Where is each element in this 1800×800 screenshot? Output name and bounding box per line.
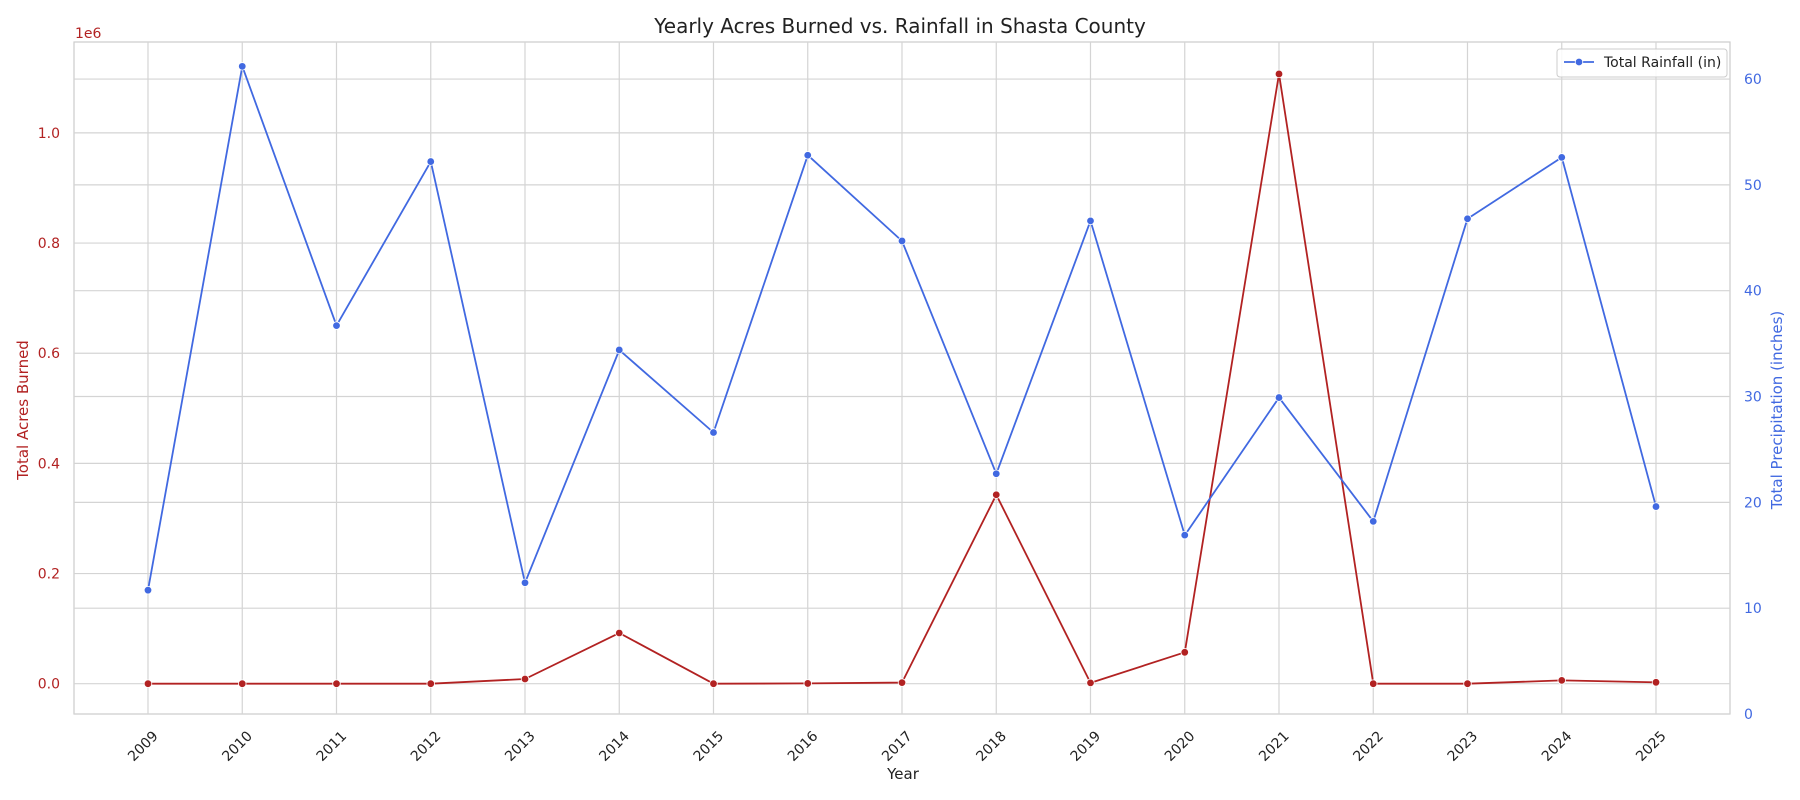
left-y-tick-label: 0.2 [38, 567, 60, 583]
legend-label: Total Rainfall (in) [1603, 55, 1721, 71]
rainfall-point [1463, 214, 1472, 223]
acres-burned-point [1086, 678, 1095, 688]
x-tick-label: 2024 [1539, 728, 1576, 765]
x-tick-label: 2018 [973, 728, 1010, 765]
acres-burned-point [709, 679, 718, 688]
left-y-tick-labels: 0.0 0.2 0.4 0.6 0.8 1.0 [38, 126, 60, 693]
x-axis-label: Year [886, 765, 920, 783]
rainfall-point [1180, 530, 1189, 540]
acres-burned-point [615, 628, 624, 638]
acres-burned-point [992, 490, 1001, 499]
rainfall-point [332, 321, 341, 330]
x-tick-label: 2017 [879, 728, 916, 765]
x-tick-label: 2023 [1445, 728, 1482, 765]
right-y-tick-label: 0 [1744, 707, 1753, 723]
rainfall-point [143, 585, 153, 595]
right-y-tick-label: 40 [1744, 284, 1762, 300]
left-y-tick-label: 0.6 [38, 346, 60, 362]
x-tick-label: 2011 [314, 728, 351, 765]
right-y-tick-label: 20 [1744, 495, 1762, 511]
right-y-tick-label: 10 [1744, 601, 1762, 617]
x-gridlines [147, 42, 1657, 714]
acres-burned-point [143, 679, 153, 688]
right-y-tick-labels: 0 10 20 30 40 50 60 [1744, 72, 1762, 723]
rainfall-point [1651, 502, 1661, 511]
legend-box [1556, 48, 1728, 78]
left-y-tick-label: 0.4 [38, 456, 60, 472]
rainfall-point [897, 236, 907, 246]
x-tick-labels: 2009 2010 2011 2012 2013 2014 2015 2016 2017 2018… [125, 728, 1670, 765]
right-y-gridlines [74, 78, 1730, 715]
x-tick-label: 2019 [1068, 728, 1105, 765]
rainfall-point [1274, 393, 1284, 402]
acres-burned-point [897, 678, 907, 687]
rainfall-point [238, 62, 247, 71]
acres-burned-point [332, 679, 341, 688]
acres-burned-point [238, 679, 247, 688]
legend-marker-swatch [1574, 57, 1584, 67]
x-tick-label: 2016 [785, 728, 822, 765]
x-tick-label: 2025 [1633, 728, 1670, 765]
acres-burned-point [1463, 679, 1472, 688]
acres-burned-point [426, 679, 435, 688]
rainfall-point [1557, 153, 1566, 162]
rainfall-point [709, 428, 718, 437]
x-tick-label: 2013 [502, 728, 539, 765]
x-tick-label: 2020 [1162, 728, 1199, 765]
x-tick-label: 2014 [596, 728, 633, 765]
left-axis-offset-label: 1e6 [75, 26, 102, 42]
right-y-tick-label: 30 [1744, 390, 1762, 406]
rainfall-point [520, 578, 530, 587]
acres-burned-point [1557, 676, 1566, 685]
x-tick-label: 2021 [1256, 728, 1293, 765]
series-layer [143, 62, 1661, 688]
acres-burned-point [1180, 648, 1189, 657]
acres-burned-point [1274, 69, 1284, 79]
right-y-axis-label: Total Precipitation (inches) [1768, 311, 1786, 511]
x-tick-label: 2009 [125, 728, 162, 765]
right-y-tick-label: 60 [1744, 72, 1762, 88]
rainfall-point [615, 345, 624, 355]
left-y-tick-label: 0.8 [38, 236, 60, 252]
acres-burned-point [1651, 678, 1661, 687]
left-y-tick-label: 0.0 [38, 677, 60, 693]
right-y-tick-label: 50 [1744, 178, 1762, 194]
chart-title: Yearly Acres Burned vs. Rainfall in Shas… [653, 14, 1146, 38]
left-y-tick-label: 1.0 [38, 126, 60, 142]
rainfall-point [1086, 216, 1095, 226]
acres-burned-point [803, 679, 812, 688]
rainfall-point [1369, 517, 1378, 526]
x-tick-label: 2012 [408, 728, 445, 765]
x-tick-label: 2010 [219, 728, 256, 765]
left-y-axis-label: Total Acres Burned [14, 340, 32, 481]
rainfall-point [426, 157, 435, 166]
rainfall-point [803, 151, 812, 160]
x-tick-label: 2015 [691, 728, 728, 765]
x-tick-label: 2022 [1350, 728, 1387, 765]
legend: Total Rainfall (in) [1556, 48, 1728, 78]
rainfall-point [992, 469, 1001, 478]
acres-burned-point [1369, 679, 1378, 688]
acres-burned-point [520, 674, 530, 684]
